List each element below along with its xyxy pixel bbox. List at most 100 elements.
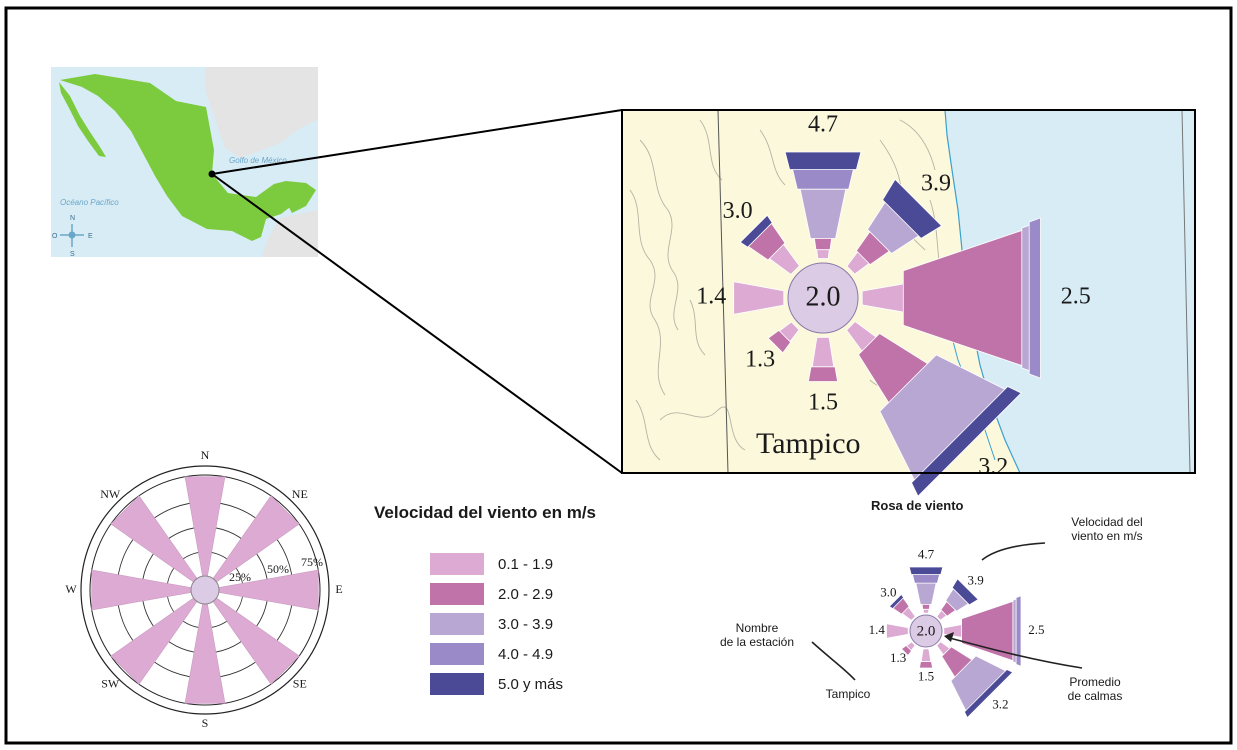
- zoom-rose-petal-n-5: [784, 151, 862, 170]
- ref-center: [190, 575, 220, 605]
- example-rose-label-e: 2.5: [1028, 622, 1044, 637]
- zoom-rose-petal-sw-2: [767, 329, 792, 354]
- example-wind-rose: Rosa de viento 4.7 3.9 2.5 3.2 1.5 1.3 1.4 3.0 2…: [720, 498, 1143, 719]
- zoom-rose-label-n: 4.7: [808, 112, 838, 138]
- inset-map: Océano Pacífico Golfo de México N S E O: [51, 67, 318, 258]
- annotation-calm: Promedio de calmas: [1068, 675, 1123, 703]
- example-rose-petal-w-1: [886, 623, 909, 639]
- legend-swatch-5: [430, 673, 484, 695]
- zoom-connector-bottom: [211, 173, 623, 474]
- legend-label-2: 2.0 - 2.9: [498, 586, 553, 603]
- example-rose-label-s: 1.5: [918, 669, 934, 684]
- zoom-station-name: Tampico: [756, 427, 861, 460]
- zoom-wind-rose: 4.7 3.9 2.5 3.2 1.5 1.3 1.4 3.0 2.0: [696, 112, 1091, 497]
- zoom-sea: [945, 110, 1195, 473]
- zoom-meridian-line: [1181, 109, 1191, 474]
- annotation-speed: Velocidad del viento en m/s: [1071, 515, 1142, 543]
- zoom-road-line: [717, 109, 729, 474]
- zoom-rose-calm-value: 2.0: [806, 281, 841, 312]
- arrow-calm-head: [944, 632, 954, 642]
- ref-ring-label-2: 50%: [267, 562, 289, 576]
- zoom-rose-petal-n-4: [791, 168, 855, 190]
- compass-w: O: [52, 233, 58, 240]
- example-rose-petal-sw-2: [900, 644, 913, 657]
- ref-dir-n: N: [201, 448, 210, 462]
- ref-dir-se: SE: [293, 677, 307, 691]
- example-rose-petal-se-4: [964, 669, 1014, 719]
- zoom-rose-petal-e-4: [1028, 217, 1041, 379]
- zoom-rose-label-sw: 1.3: [745, 346, 775, 372]
- compass-e: E: [88, 233, 93, 240]
- inset-yucatan: [284, 181, 316, 213]
- compass-icon: N S E O: [52, 215, 93, 258]
- example-rose-label-nw: 3.0: [880, 584, 896, 599]
- inset-usa-land: [205, 67, 318, 158]
- arrow-speed: [981, 542, 1046, 561]
- legend-swatch-2: [430, 583, 484, 605]
- zoom-map-border: [621, 109, 1196, 474]
- legend-swatch-3: [430, 613, 484, 635]
- example-rose-petal-n-2: [921, 603, 931, 610]
- legend-swatch-1: [430, 553, 484, 575]
- zoom-rose-label-e: 2.5: [1061, 284, 1091, 310]
- example-rose-label-w: 1.4: [869, 622, 886, 637]
- ref-ring-label-1: 25%: [229, 570, 251, 584]
- example-rose-petal-n-5: [908, 566, 944, 575]
- example-rose-petal-s-1: [920, 648, 932, 663]
- zoom-rose-petal-nw-3: [739, 214, 773, 248]
- zoom-rose-label-s: 1.5: [808, 389, 838, 415]
- example-rose-petal-n-1: [922, 608, 930, 614]
- example-rose-petal-n-4: [911, 573, 941, 584]
- example-rose-label-sw: 1.3: [890, 650, 906, 665]
- zoom-rose-petal-n-1: [816, 249, 830, 259]
- zoom-rose-petal-se-4: [911, 386, 1022, 497]
- reference-wind-rose: N NE E SE S SW W NW 25% 50% 75%: [58, 448, 375, 740]
- zoom-rose-petal-n-2: [813, 237, 833, 251]
- annotation-station: Nombre de la estación: [720, 621, 794, 649]
- inset-pacific-label: Océano Pacífico: [60, 198, 119, 207]
- compass-n: N: [70, 215, 75, 222]
- ref-dir-s: S: [202, 716, 209, 730]
- compass-s: S: [70, 251, 75, 258]
- legend-label-1: 0.1 - 1.9: [498, 556, 553, 573]
- example-rose-calm-circle: [909, 614, 943, 648]
- zoom-rose-calm-circle: [787, 262, 859, 334]
- example-rose-label-ne: 3.9: [967, 572, 983, 587]
- ref-border-ring: [89, 474, 321, 706]
- inset-gulf-label: Golfo de México: [229, 156, 287, 165]
- zoom-rose-label-ne: 3.9: [921, 171, 951, 197]
- ref-ring-label-3: 75%: [301, 555, 323, 569]
- legend-label-4: 4.0 - 4.9: [498, 646, 553, 663]
- legend: Velocidad del viento en m/s 0.1 - 1.9 2.0…: [374, 503, 596, 695]
- legend-label-3: 3.0 - 3.9: [498, 616, 553, 633]
- example-rose-calm-value: 2.0: [917, 623, 936, 639]
- ref-dir-sw: SW: [101, 677, 120, 691]
- zoom-rose-petal-ne-4: [882, 178, 943, 239]
- arrow-station: [811, 641, 856, 681]
- inset-baja-california: [59, 82, 106, 157]
- arrow-calm: [945, 636, 1083, 669]
- example-station-name: Tampico: [826, 687, 871, 701]
- inset-mexico-mainland: [60, 74, 306, 241]
- example-rose-petal-nw-3: [888, 593, 905, 610]
- example-title: Rosa de viento: [871, 498, 964, 513]
- legend-swatch-4: [430, 643, 484, 665]
- zoom-rose-label-nw: 3.0: [723, 198, 753, 224]
- example-rose-label-n: 4.7: [918, 547, 935, 562]
- legend-label-5: 5.0 y más: [498, 676, 563, 693]
- ref-dir-e: E: [335, 582, 342, 596]
- ref-dir-ne: NE: [292, 487, 308, 501]
- legend-title: Velocidad del viento en m/s: [374, 503, 596, 522]
- zoom-map: 4.7 3.9 2.5 3.2 1.5 1.3 1.4 3.0 2.0 Tampico: [621, 109, 1196, 497]
- example-rose-petal-s-2: [918, 661, 934, 669]
- zoom-rose-petal-w-1: [733, 281, 785, 315]
- example-rose-petal-ne-4: [951, 578, 979, 606]
- example-rose-petal-e-4: [1015, 595, 1022, 667]
- zoom-rose-label-w: 1.4: [696, 284, 726, 310]
- ref-dir-w: W: [65, 582, 77, 596]
- zoom-rose-label-se: 3.2: [978, 454, 1008, 480]
- ref-dir-nw: NW: [100, 487, 121, 501]
- inset-central-america: [262, 210, 318, 257]
